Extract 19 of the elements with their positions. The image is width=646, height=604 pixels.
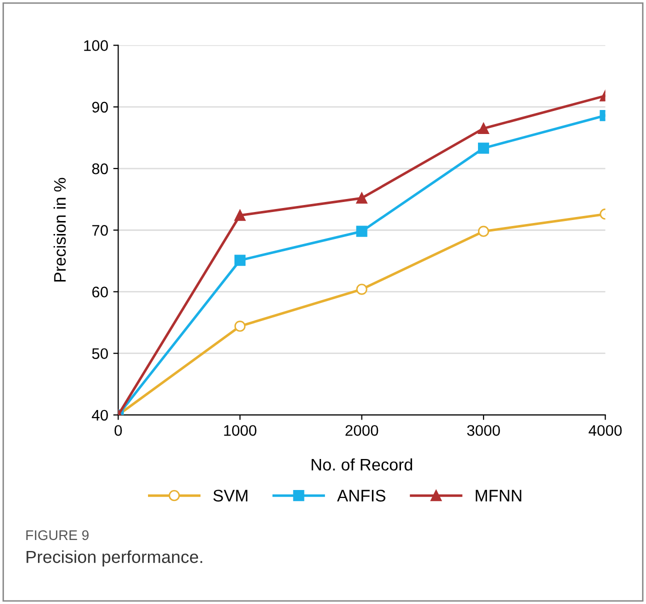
- text: Precision performance.: [26, 550, 202, 567]
- y-axis-title: Precision in %: [54, 178, 66, 282]
- x-tick-label: 3000: [467, 425, 500, 436]
- x-tick-label: 2000: [346, 425, 378, 436]
- y-tick-label: 100: [84, 40, 108, 51]
- y-tick-label: 50: [92, 348, 108, 360]
- caption: FIGURE 9: [26, 530, 89, 540]
- x-axis-title: No. of Record: [312, 458, 412, 471]
- y-tick-label: 90: [92, 102, 108, 113]
- y-tick-label: 60: [92, 286, 108, 298]
- x-tick-label: 1000: [224, 425, 256, 436]
- y-tick-label: 70: [92, 224, 108, 236]
- x-tick-label: 0: [114, 425, 122, 436]
- legend-label: MFNN: [476, 490, 522, 502]
- x-tick-label: 4000: [588, 425, 622, 436]
- y-tick-label: 80: [92, 163, 108, 174]
- legend-label: ANFIS: [337, 490, 386, 502]
- y-tick-label: 40: [92, 410, 108, 421]
- legend-label: SVM: [213, 490, 248, 502]
